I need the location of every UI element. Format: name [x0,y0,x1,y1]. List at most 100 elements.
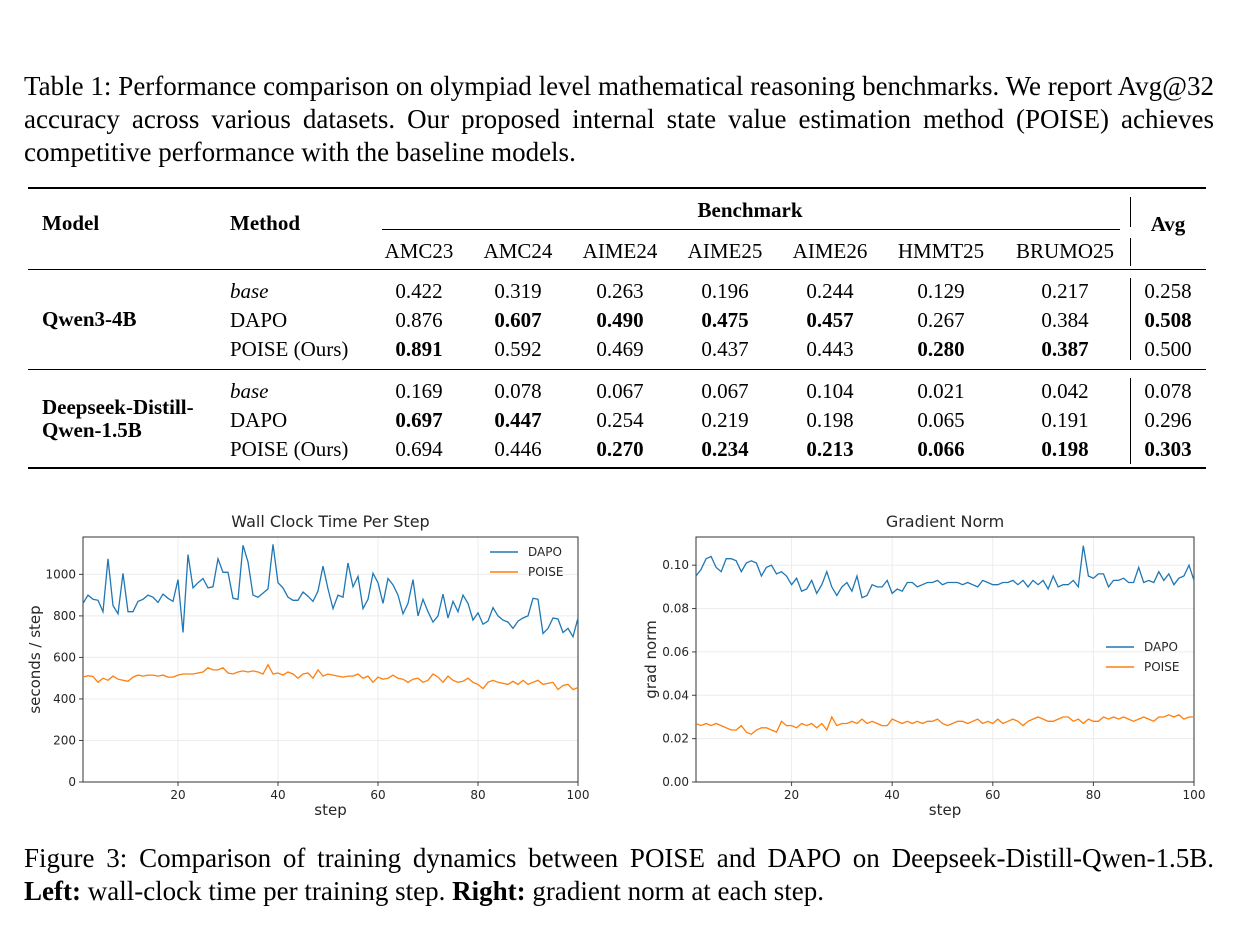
legend-label-poise: POISE [1144,660,1179,674]
figure-caption-right-label: Right: [452,876,526,906]
avg-cell: 0.296 [1144,408,1192,432]
y-tick-label: 0.04 [662,688,689,702]
score-cell: 0.065 [917,408,965,432]
score-cell: 0.267 [917,308,965,332]
score-cell: 0.447 [494,408,542,432]
score-cell: 0.469 [596,337,644,361]
score-cell: 0.270 [596,437,644,461]
table-top-rule [28,187,1206,189]
score-cell: 0.387 [1041,337,1089,361]
column-header-model: Model [42,211,100,235]
table-caption-text: Performance comparison on olympiad level… [24,71,1214,167]
score-cell: 0.104 [806,379,854,403]
score-cell: 0.280 [917,337,965,361]
score-cell: 0.067 [701,379,749,403]
benchmark-header-hmmt25: HMMT25 [897,239,985,263]
score-cell: 0.446 [494,437,542,461]
score-cell: 0.169 [395,379,443,403]
benchmark-header-aime26: AIME26 [792,239,868,263]
benchmark-rule [382,229,1120,230]
score-cell: 0.384 [1041,308,1089,332]
series-line-poise [695,714,1194,736]
plot-frame [82,536,579,783]
benchmark-header-brumo25: BRUMO25 [1015,239,1115,263]
legend-label-poise: POISE [528,565,563,579]
column-header-avg: Avg [1150,212,1186,236]
score-cell: 0.490 [596,308,644,332]
avg-cell: 0.508 [1144,308,1192,332]
x-tick-label: 60 [985,788,1000,802]
score-cell: 0.219 [701,408,749,432]
y-tick-label: 200 [53,733,76,747]
model-name: Qwen3-4B [42,307,137,331]
method-cell: DAPO [230,308,288,332]
score-cell: 0.319 [494,279,542,303]
method-cell: POISE (Ours) [230,337,349,361]
avg-cell: 0.303 [1144,437,1192,461]
figure-caption-text-2: wall-clock time per training step. [80,876,453,906]
performance-table: Model Method Benchmark Avg AMC23 AMC24 AIME24 A… [28,187,1206,469]
y-tick-label: 600 [53,650,76,664]
score-cell: 0.254 [596,408,644,432]
score-cell: 0.422 [395,279,443,303]
figure-caption-label: Figure 3: [24,843,128,873]
figure-caption: Figure 3: Comparison of training dynamic… [24,842,1214,908]
avg-divider-group-1 [1130,278,1131,360]
score-cell: 0.217 [1041,279,1089,303]
score-cell: 0.042 [1041,379,1089,403]
score-cell: 0.437 [701,337,749,361]
table-caption: Table 1: Performance comparison on olymp… [24,70,1214,169]
score-cell: 0.443 [806,337,854,361]
column-header-benchmark: Benchmark [697,198,803,222]
gradient-norm-chart: Gradient Norm 20 40 60 80 100 0.00 0.02 0.04 0.06… [630,500,1230,830]
x-tick-label: 80 [1086,788,1101,802]
score-cell: 0.066 [917,437,965,461]
y-tick-label: 0.00 [662,775,689,789]
score-cell: 0.021 [917,379,965,403]
series-line-poise [82,663,579,691]
score-cell: 0.475 [701,308,749,332]
plot-frame [695,536,1195,783]
y-tick-label: 400 [53,692,76,706]
header-rule [28,269,1206,270]
avg-divider-group-2 [1130,378,1131,464]
score-cell: 0.213 [806,437,854,461]
score-cell: 0.067 [596,379,644,403]
y-tick-label: 1000 [45,567,76,581]
figure-caption-left-label: Left: [24,876,81,906]
score-cell: 0.191 [1041,408,1089,432]
y-tick-label: 0.02 [662,732,689,746]
score-cell: 0.694 [395,437,443,461]
y-tick-label: 0.08 [662,602,689,616]
legend-label-dapo: DAPO [528,545,562,559]
x-tick-label: 100 [1183,788,1206,802]
x-axis-label: step [929,801,961,819]
avg-cell: 0.078 [1144,379,1192,403]
x-axis-label: step [314,801,346,819]
group-rule [28,369,1206,370]
method-cell: base [230,379,269,403]
score-cell: 0.196 [701,279,749,303]
score-cell: 0.129 [917,279,965,303]
benchmark-header-aime24: AIME24 [582,239,658,263]
x-tick-label: 20 [784,788,799,802]
y-tick-label: 0.10 [662,558,689,572]
x-tick-label: 100 [567,788,590,802]
benchmark-header-amc23: AMC23 [384,239,454,263]
chart-title: Gradient Norm [886,512,1004,531]
avg-divider-header-bottom [1130,238,1131,266]
avg-divider-header-top [1130,197,1131,227]
score-cell: 0.592 [494,337,542,361]
y-tick-label: 0.06 [662,645,689,659]
table-bottom-rule [28,467,1206,469]
series-line-dapo [82,544,579,639]
y-axis-label: grad norm [642,620,660,698]
chart-svg: Gradient Norm 20 40 60 80 100 0.00 0.02 0.04 0.06… [642,512,1206,819]
legend-label-dapo: DAPO [1144,640,1178,654]
score-cell: 0.607 [494,308,542,332]
table-caption-label: Table 1: [24,71,112,101]
figure-caption-text-3: gradient norm at each step. [525,876,824,906]
model-name: Deepseek-Distill- Qwen-1.5B [42,395,194,442]
score-cell: 0.457 [806,308,854,332]
